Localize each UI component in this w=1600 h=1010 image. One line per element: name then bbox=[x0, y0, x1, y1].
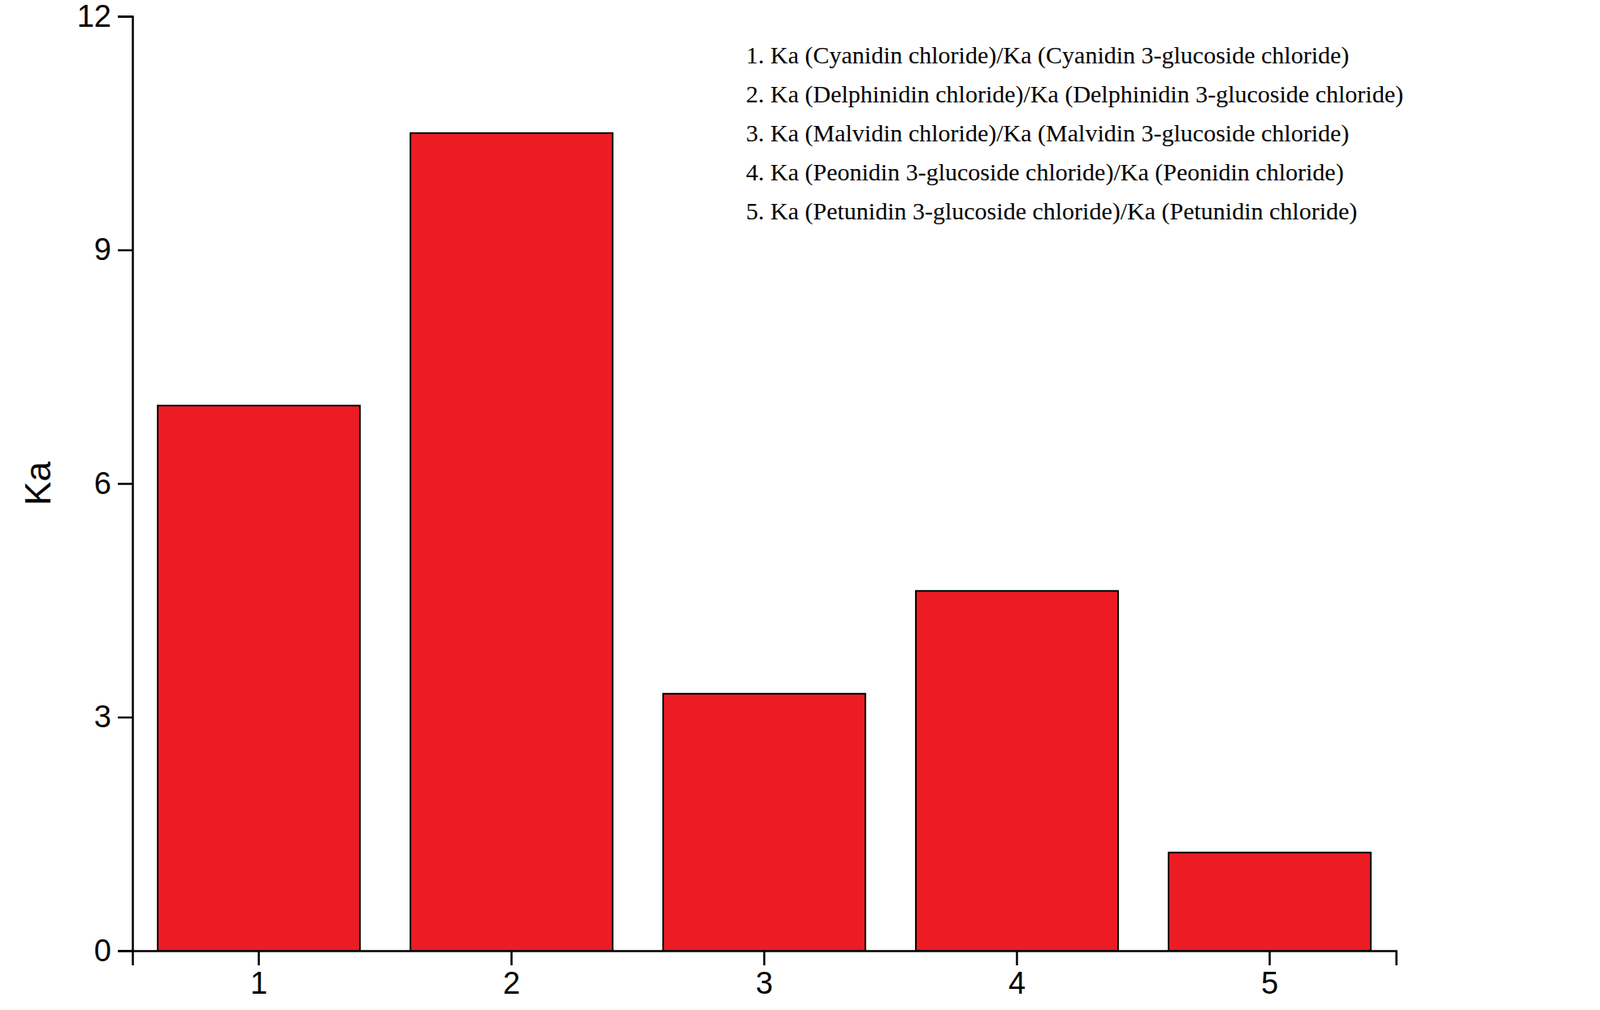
x-axis: 1 2 3 4 5 bbox=[133, 950, 1397, 1001]
x-tick: 1 bbox=[250, 950, 268, 1001]
y-tick-mark bbox=[117, 249, 133, 252]
bar bbox=[410, 133, 613, 951]
bar bbox=[157, 405, 360, 951]
x-tick-mark bbox=[1268, 950, 1271, 966]
bars bbox=[157, 133, 1371, 951]
annotation: 3. Ka (Malvidin chloride)/Ka (Malvidin 3… bbox=[745, 119, 1349, 148]
x-tick: 5 bbox=[1261, 950, 1279, 1001]
y-tick: 0 bbox=[94, 933, 133, 968]
y-axis-line bbox=[117, 17, 134, 952]
y-tick-label: 12 bbox=[77, 0, 112, 34]
y-tick-mark bbox=[117, 949, 133, 953]
y-tick: 6 bbox=[94, 466, 133, 501]
bar bbox=[1168, 852, 1371, 951]
x-tick-label: 5 bbox=[1261, 966, 1279, 1001]
y-axis: 0 3 6 9 12 bbox=[77, 0, 134, 968]
annotations: 1. Ka (Cyanidin chloride)/Ka (Cyanidin 3… bbox=[745, 41, 1404, 226]
y-tick-label: 9 bbox=[94, 232, 112, 267]
y-tick: 3 bbox=[94, 699, 133, 734]
y-tick-label: 3 bbox=[94, 699, 112, 734]
x-axis-line bbox=[133, 951, 1397, 967]
y-tick: 12 bbox=[77, 0, 133, 34]
y-tick-mark bbox=[117, 482, 133, 486]
y-tick-mark bbox=[117, 716, 133, 720]
chart: 12345036912Ka1. Ka (Cyanidin chloride)/K… bbox=[0, 0, 1600, 1010]
annotation: 4. Ka (Peonidin 3-glucoside chloride)/Ka… bbox=[745, 158, 1345, 187]
y-tick-label: 0 bbox=[94, 933, 112, 968]
x-tick: 4 bbox=[1008, 950, 1026, 1001]
x-tick-label: 4 bbox=[1008, 966, 1026, 1001]
x-tick-label: 1 bbox=[250, 966, 268, 1001]
y-axis-title: Ka bbox=[17, 461, 58, 506]
annotation: 2. Ka (Delphinidin chloride)/Ka (Delphin… bbox=[745, 80, 1404, 109]
y-tick: 9 bbox=[94, 232, 133, 267]
x-tick-label: 2 bbox=[502, 966, 521, 1001]
x-tick-mark bbox=[510, 950, 513, 966]
bar bbox=[915, 590, 1119, 951]
y-tick-label: 6 bbox=[94, 466, 112, 501]
annotation: 1. Ka (Cyanidin chloride)/Ka (Cyanidin 3… bbox=[745, 41, 1349, 70]
x-tick-mark bbox=[1015, 950, 1019, 966]
x-tick-mark bbox=[257, 950, 261, 966]
bar bbox=[663, 693, 866, 951]
y-tick-mark bbox=[117, 15, 133, 18]
x-tick: 3 bbox=[755, 950, 773, 1001]
annotation: 5. Ka (Petunidin 3-glucoside chloride)/K… bbox=[745, 197, 1358, 226]
x-tick: 2 bbox=[502, 950, 521, 1001]
x-tick-mark bbox=[763, 950, 766, 966]
x-tick-label: 3 bbox=[755, 966, 773, 1001]
